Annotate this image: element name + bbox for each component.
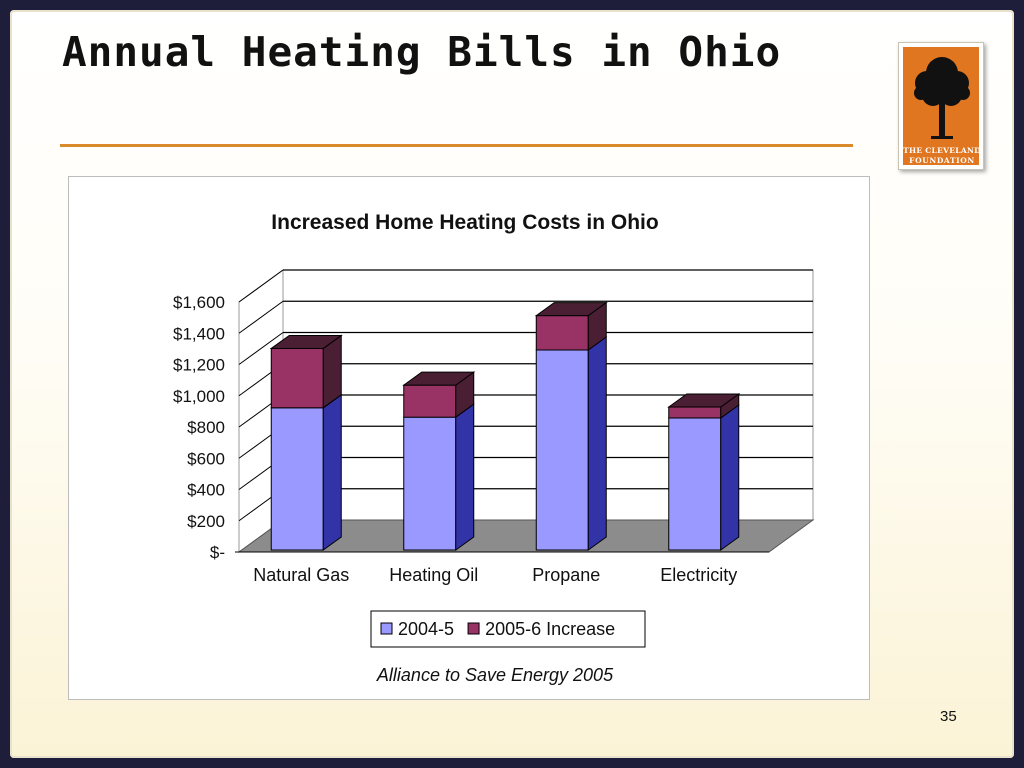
chart-panel: Increased Home Heating Costs in Ohio $- $… [68,176,870,700]
svg-text:THE CLEVELAND: THE CLEVELAND [903,146,981,155]
x-tick-label: Heating Oil [389,565,478,585]
y-tick-label: $200 [187,512,225,531]
y-tick-label: $1,400 [173,324,225,343]
legend-label-2004-5: 2004-5 [398,619,454,639]
legend-box [370,610,646,648]
bar-front-2004-5-Electricity [668,417,722,551]
bar-front-2005-6 Increase-Heating Oil [403,384,457,418]
chart-canvas: Increased Home Heating Costs in Ohio $-$… [173,211,815,685]
y-tick-label: $400 [187,481,225,500]
bar-side-2004-5-Heating Oil [455,403,475,551]
y-tick-label: $600 [187,449,225,468]
y-tick-label: $- [210,543,225,562]
tree-icon: THE CLEVELAND FOUNDATION [903,57,981,165]
bar-front-2005-6 Increase-Electricity [668,406,722,419]
title-divider [60,144,853,147]
bar-front-2005-6 Increase-Natural Gas [270,347,324,409]
bar-top-Electricity [667,393,741,408]
legend-swatch-2005-6 Increase [467,622,480,635]
bar-side-2004-5-Propane [587,336,607,551]
bar-side-2004-5-Natural Gas [322,393,342,551]
gridline-side [238,269,284,303]
y-tick-label: $1,000 [173,387,225,406]
gridline-side [238,300,284,334]
legend-label-2005-6 Increase: 2005-6 Increase [485,619,615,639]
bar-top-Heating Oil [402,371,476,386]
bar-side-2004-5-Electricity [720,403,740,551]
y-tick-label: $1,200 [173,356,225,375]
svg-text:FOUNDATION: FOUNDATION [909,156,975,165]
bar-front-2004-5-Propane [535,349,589,551]
bar-top-Propane [534,302,608,317]
slide: Annual Heating Bills in Ohio THE CLEVELA… [10,10,1014,758]
gridline-side [238,332,284,365]
bar-front-2004-5-Heating Oil [403,416,457,551]
bar-front-2005-6 Increase-Propane [535,315,589,351]
legend-swatch-2004-5 [380,622,393,635]
y-tick-label: $800 [187,418,225,437]
cleveland-foundation-logo: THE CLEVELAND FOUNDATION [898,42,984,170]
x-tick-label: Propane [532,565,600,585]
chart-title: Increased Home Heating Costs in Ohio [271,211,658,234]
bar-front-2004-5-Natural Gas [270,407,324,551]
y-tick-label: $1,600 [173,293,225,312]
x-tick-label: Natural Gas [253,565,349,585]
x-tick-label: Electricity [660,565,737,585]
source-note: Alliance to Save Energy 2005 [376,665,614,685]
plot-area: $- $200 $400 $600 $800 $1,000 $1,200 $1,400 $1,6… [173,269,815,648]
page-number: 35 [940,708,957,725]
slide-title: Annual Heating Bills in Ohio [62,28,782,76]
bar-top-Natural Gas [269,334,343,349]
